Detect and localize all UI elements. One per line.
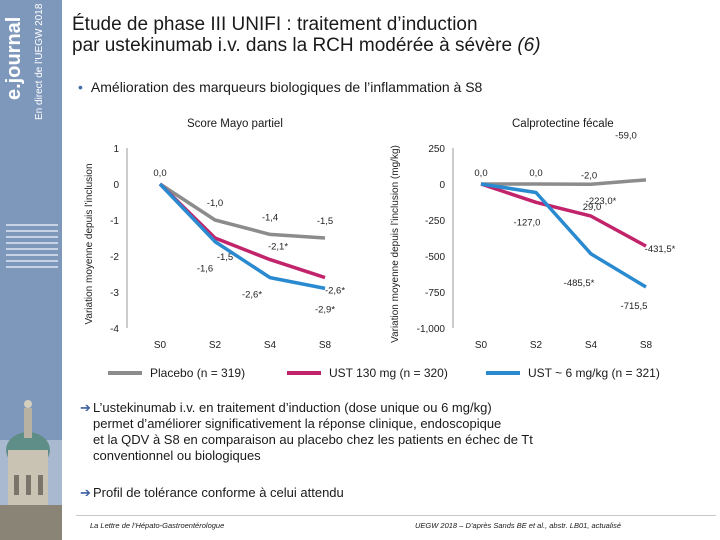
sidebar-banner: e.journal En direct de l'UEGW 2018 (0, 0, 62, 540)
data-label-calpro-0-0: 0,0 (474, 168, 487, 179)
data-label-mayo-0-1: -1,0 (207, 198, 223, 209)
legend-label-ust130: UST 130 mg (n = 320) (329, 366, 448, 380)
footer-divider (76, 515, 716, 516)
legend-ust6: UST ~ 6 mg/kg (n = 321) (486, 366, 660, 380)
y-tick-label-calpro: 250 (428, 144, 445, 155)
data-label-mayo-1-2: -2,1* (268, 242, 288, 253)
data-label-calpro-1-1: -127,0 (514, 217, 541, 228)
cathedral-photo (0, 300, 62, 540)
y-tick-label-mayo: 0 (113, 180, 119, 191)
footer-journal: La Lettre de l’Hépato-Gastroentérologue (90, 521, 225, 530)
takeaway-efficacy: ➔ L’ustekinumab i.v. en traitement d’ind… (80, 400, 533, 464)
chart-title-mayo: Score Mayo partiel (187, 118, 283, 130)
y-tick-label-mayo: -4 (110, 324, 119, 335)
x-tick-label-calpro: S8 (640, 340, 653, 351)
y-tick-label-mayo: -2 (110, 252, 119, 263)
y-tick-label-mayo: -1 (110, 216, 119, 227)
data-label-mayo-2-3: -2,9* (315, 304, 335, 315)
takeaway-line: et la QDV à S8 en comparaison au placebo… (93, 432, 533, 447)
footer-citation: UEGW 2018 – D’après Sands BE et al., abs… (415, 521, 622, 530)
data-label-calpro-0-2: -2,0 (581, 170, 597, 181)
data-label-mayo-2-2: -2,6* (242, 290, 262, 301)
title-line-2: par ustekinumab i.v. dans la RCH modérée… (72, 35, 541, 56)
title-reference: (6) (517, 35, 541, 56)
x-tick-label-mayo: S8 (319, 340, 332, 351)
legend-swatch-ust130 (287, 371, 321, 375)
series-line-mayo-0 (159, 182, 326, 240)
takeaway-safety-text: Profil de tolérance conforme à celui att… (93, 485, 344, 500)
takeaway-safety: ➔ Profil de tolérance conforme à celui a… (80, 485, 344, 501)
sidebar-fine-print (6, 220, 58, 300)
data-label-calpro-0-3: 29,0 (583, 202, 602, 213)
x-tick-label-calpro: S4 (585, 340, 598, 351)
legend-label-ust6: UST ~ 6 mg/kg (n = 321) (528, 366, 660, 380)
data-label-calpro-1-2: -223,0* (586, 196, 617, 207)
data-label-mayo-1-1: -1,5 (217, 252, 233, 263)
takeaway-line: L’ustekinumab i.v. en traitement d’induc… (93, 400, 492, 415)
y-axis-title-calpro: Variation moyenne depuis l’inclusion (mg… (390, 145, 401, 343)
data-label-calpro-2-2: -485,5* (564, 278, 595, 289)
title-line-1: Étude de phase III UNIFI : traitement d’… (72, 14, 478, 35)
series-line-calpro-0 (481, 178, 647, 187)
y-tick-label-calpro: -500 (425, 252, 445, 263)
data-label-mayo-0-0: 0,0 (153, 168, 166, 179)
slide-title: Étude de phase III UNIFI : traitement d’… (72, 14, 541, 56)
series-line-mayo-2 (158, 182, 326, 291)
data-label-mayo-1-3: -2,6* (325, 286, 345, 297)
arrow-right-icon: ➔ (80, 400, 91, 415)
data-label-calpro-2-3: -715,5 (621, 301, 648, 312)
y-tick-label-calpro: 0 (439, 180, 445, 191)
x-tick-label-mayo: S2 (209, 340, 222, 351)
y-tick-label-calpro: -1,000 (417, 324, 446, 335)
data-label-mayo-0-3: -1,5 (317, 216, 333, 227)
takeaway-line: permet d’améliorer significativement la … (93, 416, 502, 431)
series-line-calpro-1 (480, 182, 647, 248)
x-tick-label-mayo: S0 (154, 340, 167, 351)
bullet-dot-icon: • (78, 79, 83, 95)
data-label-calpro-1-3: -431,5* (645, 244, 676, 255)
series-line-mayo-1 (158, 182, 326, 280)
x-tick-label-calpro: S2 (530, 340, 543, 351)
y-tick-label-mayo: 1 (113, 144, 119, 155)
x-tick-label-calpro: S0 (475, 340, 488, 351)
data-label-calpro-0-1: 0,0 (529, 168, 542, 179)
y-tick-label-mayo: -3 (110, 288, 119, 299)
chart-title-calprotectine: Calprotectine fécale (512, 118, 614, 130)
takeaway-efficacy-text: L’ustekinumab i.v. en traitement d’induc… (93, 400, 533, 464)
journal-logo: e.journal (3, 16, 25, 100)
y-axis-title-mayo: Variation moyenne depuis l’inclusion (84, 163, 95, 324)
intro-bullet: • Amélioration des marqueurs biologiques … (78, 79, 482, 95)
intro-bullet-text: Amélioration des marqueurs biologiques d… (90, 79, 483, 95)
y-tick-label-calpro: -750 (425, 288, 445, 299)
journal-subtitle: En direct de l'UEGW 2018 (34, 3, 45, 120)
arrow-right-icon: ➔ (80, 485, 91, 500)
legend-ust130: UST 130 mg (n = 320) (287, 366, 448, 380)
data-label-mayo-2-1: -1,6 (197, 264, 213, 275)
legend-placebo: Placebo (n = 319) (108, 366, 245, 380)
legend-swatch-placebo (108, 371, 142, 375)
series-line-calpro-2 (480, 182, 647, 289)
legend-swatch-ust6 (486, 371, 520, 375)
y-tick-label-calpro: -250 (425, 216, 445, 227)
legend-label-placebo: Placebo (n = 319) (150, 366, 246, 380)
data-label-calpro-2-1: -59,0 (615, 130, 637, 141)
x-tick-label-mayo: S4 (264, 340, 277, 351)
data-label-mayo-0-2: -1,4 (262, 212, 278, 223)
takeaway-line: conventionnel ou biologiques (93, 448, 261, 463)
